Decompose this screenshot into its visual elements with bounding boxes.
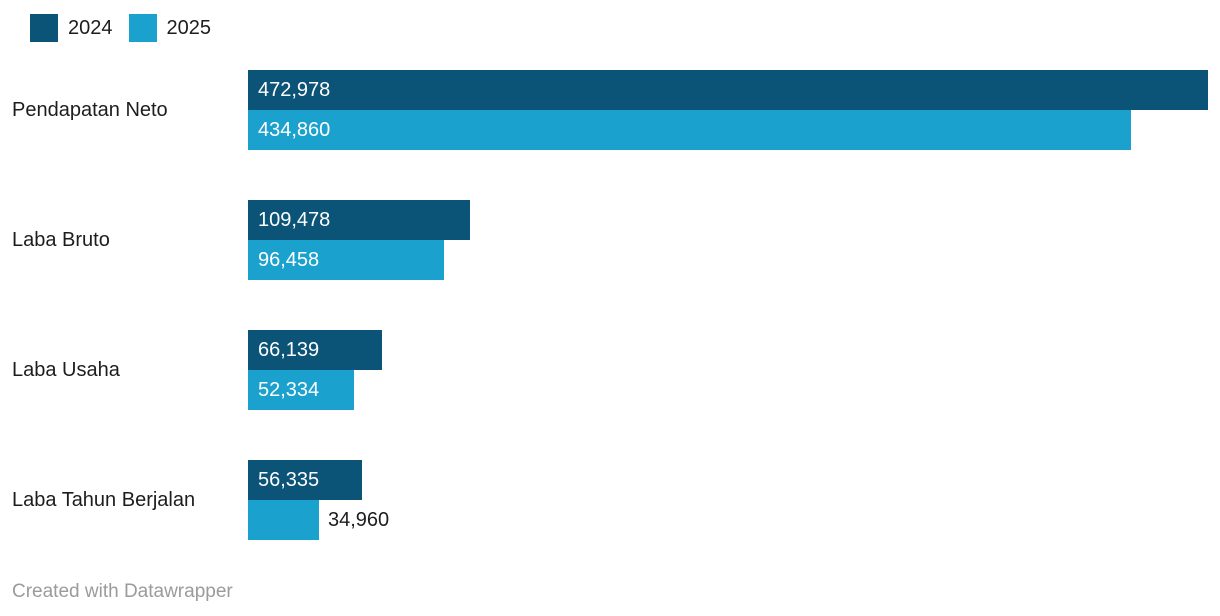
value-label: 34,960 [328,508,390,531]
bar-2025[interactable]: 96,458 [248,240,444,280]
bar-group: 109,478 96,458 [248,200,470,280]
bar-2024[interactable]: 472,978 [248,70,1208,110]
bar-2025[interactable]: 52,334 [248,370,354,410]
value-label: 56,335 [258,468,320,491]
value-label: 96,458 [258,248,320,271]
bar-2024[interactable]: 66,139 [248,330,382,370]
category-label: Laba Bruto [12,228,110,251]
chart-row: Pendapatan Neto 472,978 434,860 [0,70,1220,150]
value-label: 434,860 [258,118,331,141]
bar-group: 472,978 434,860 [248,70,1208,150]
bar-2025[interactable]: 434,860 [248,110,1131,150]
bar-2025[interactable]: 34,960 [248,500,389,540]
value-label: 109,478 [258,208,331,231]
legend-label-2025: 2025 [166,17,212,39]
legend-item-2025: 2025 [128,14,212,42]
value-label: 66,139 [258,338,320,361]
datawrapper-attribution-link[interactable]: Created with Datawrapper [12,581,233,602]
value-label: 472,978 [258,78,331,101]
value-label: 52,334 [258,378,320,401]
category-label: Laba Tahun Berjalan [12,488,196,511]
legend-item-2024: 2024 [30,14,113,42]
bar-group: 56,335 34,960 [248,460,389,540]
bar-2024[interactable]: 109,478 [248,200,470,240]
legend-label-2024: 2024 [68,17,113,39]
category-label: Laba Usaha [12,358,120,381]
chart-row: Laba Bruto 109,478 96,458 [0,200,1220,280]
chart-row: Laba Tahun Berjalan 56,335 34,960 [0,460,1220,540]
legend-swatch-2025-icon [128,14,157,42]
category-label: Pendapatan Neto [12,98,168,121]
legend: 2024 2025 [30,14,211,42]
bar-group: 66,139 52,334 [248,330,382,410]
bar-2024[interactable]: 56,335 [248,460,362,500]
chart-row: Laba Usaha 66,139 52,334 [0,330,1220,410]
legend-swatch-2024-icon [30,14,58,42]
